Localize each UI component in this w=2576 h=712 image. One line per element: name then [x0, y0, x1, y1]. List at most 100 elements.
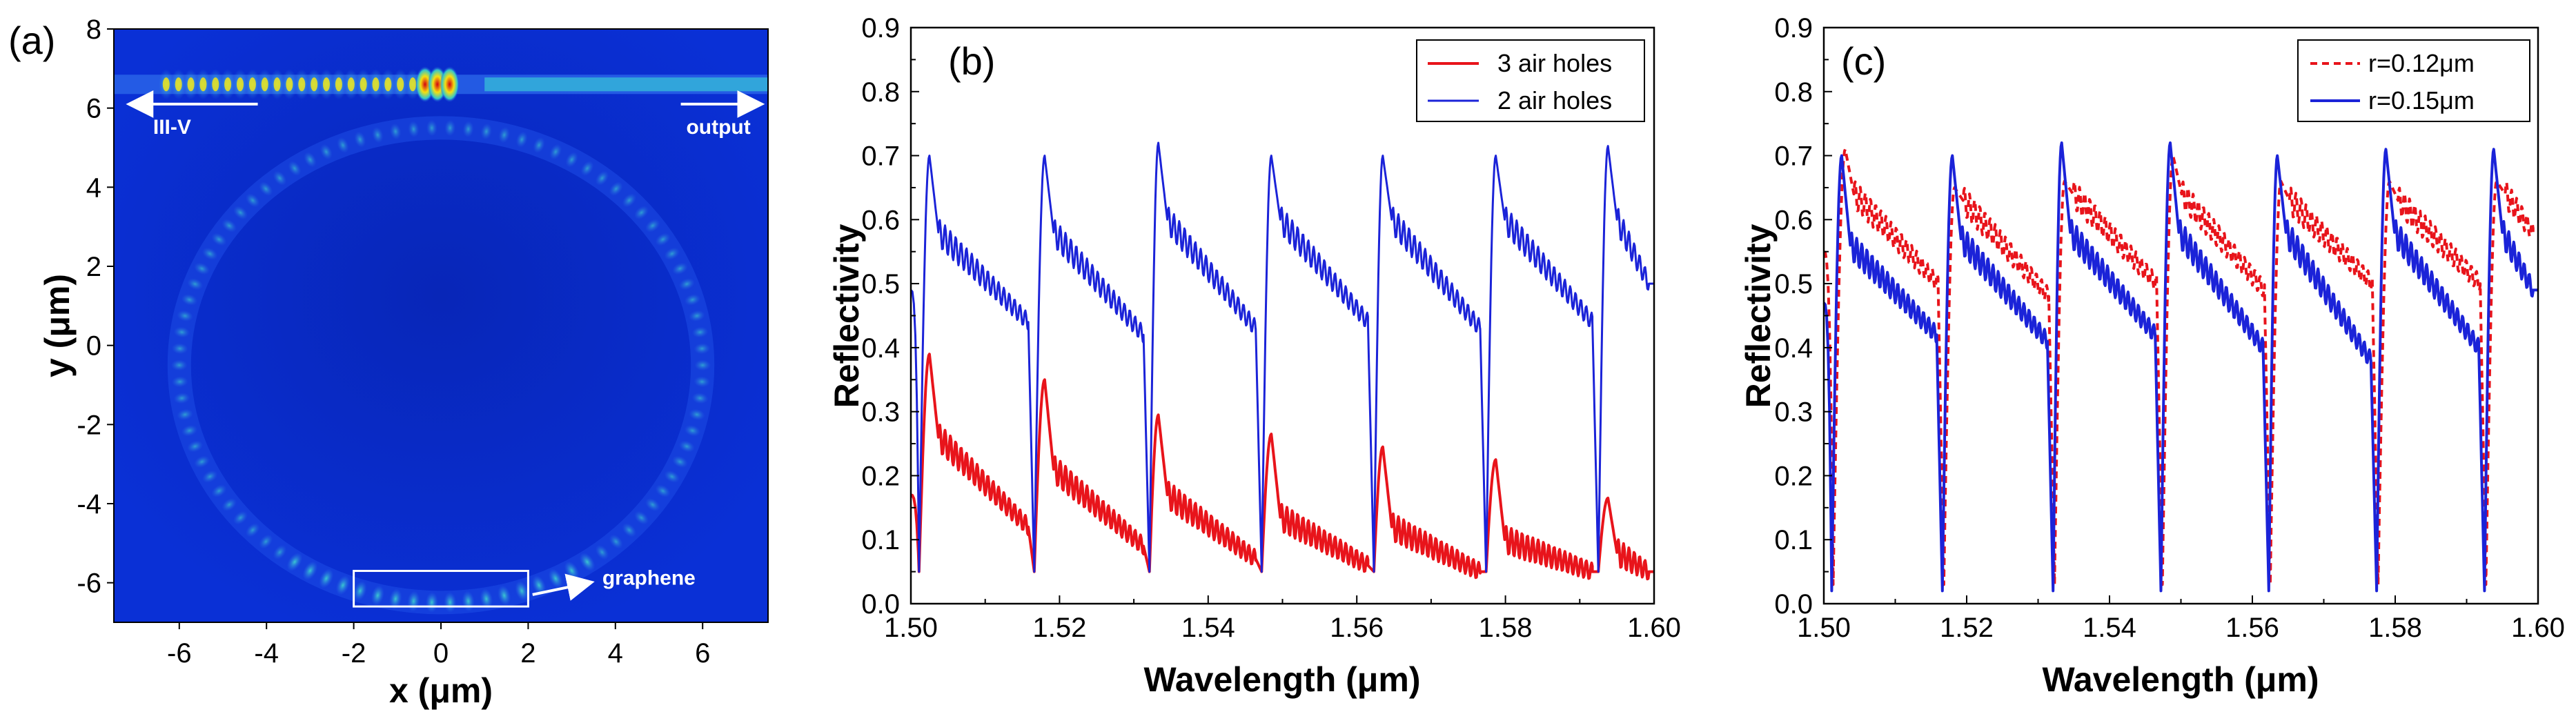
laser-lobe-core [409, 77, 417, 92]
laser-lobe-core [187, 77, 195, 92]
panel-c-xlabel: Wavelength (μm) [2043, 660, 2319, 699]
x-tick-label-c-3: 1.56 [2225, 613, 2279, 643]
ring-lobe [170, 359, 188, 371]
ring-lobe [304, 152, 317, 168]
ring-lobe [211, 484, 227, 497]
panel-b-xlabel: Wavelength (μm) [1144, 660, 1421, 699]
ring-lobe [259, 181, 273, 197]
x-tick-label-a-3: 0 [433, 638, 449, 669]
series-line-b-0 [910, 353, 1653, 581]
y-tick-label-b-6: 0.6 [861, 205, 900, 235]
legend-label-r012: r=0.12μm [2368, 49, 2475, 77]
ring-lobe [187, 278, 204, 290]
ring-lobe [273, 170, 287, 186]
y-tick-label-b-4: 0.4 [861, 333, 900, 364]
heat-layer [114, 66, 768, 615]
ring-lobe [233, 511, 248, 525]
ring-lobe [515, 580, 529, 602]
panel-b-label: (b) [948, 39, 995, 83]
laser-lobe [440, 66, 460, 103]
y-tick-label-b-8: 0.8 [861, 77, 900, 108]
x-tick-label-a-1: -4 [254, 638, 279, 669]
y-tick-label-c-3: 0.3 [1774, 397, 1813, 428]
ring-lobe [302, 561, 318, 580]
panel-a-label: (a) [8, 19, 55, 62]
ring-lobe [371, 585, 384, 606]
ring-lobe [671, 455, 688, 468]
x-tick-label-c-2: 1.54 [2083, 613, 2136, 643]
ring-lobe [498, 585, 511, 606]
annotation-graphene: graphene [602, 567, 696, 590]
laser-lobe-core [224, 77, 232, 92]
ring-lobe [319, 568, 334, 589]
x-tick-label-c-1: 1.52 [1940, 613, 1994, 643]
x-tick-label-a-2: -2 [342, 638, 366, 669]
ring-lobe [645, 219, 660, 233]
panel-a-axes: -6 -4 -2 0 2 4 6 8 6 4 2 0 -2 -4 -6 [77, 14, 765, 669]
x-tick-label-a-4: 2 [520, 638, 535, 669]
x-tick-label-a-5: 4 [608, 638, 623, 669]
laser-lobe-core [335, 77, 342, 92]
y-tick-label-c-6: 0.6 [1774, 205, 1813, 235]
x-tick-label-c-4: 1.58 [2368, 613, 2422, 643]
output-waveguide-glow [484, 77, 768, 92]
y-tick-label-c-2: 0.2 [1774, 461, 1813, 491]
laser-lobe-core [347, 77, 355, 92]
y-tick-label-a-3: 2 [86, 252, 101, 282]
y-tick-label-c-0: 0.0 [1774, 589, 1813, 620]
ring-lobe [353, 580, 367, 602]
legend-label-3-air-holes: 3 air holes [1497, 49, 1612, 77]
annotation-output: output [686, 116, 750, 139]
ring-lobe [691, 326, 709, 338]
ring-lobe [286, 553, 303, 571]
x-tick-label-b-2: 1.54 [1181, 613, 1235, 643]
ring-lobe [211, 233, 227, 246]
x-tick-label-a-6: 6 [695, 638, 710, 669]
ring-lobe [633, 206, 649, 220]
ring-lobe [222, 497, 237, 512]
ring-lobe [609, 534, 623, 549]
panel-c-label: (c) [1841, 39, 1886, 83]
x-tick-label-c-5: 1.60 [2511, 613, 2565, 643]
ring-lobe [233, 206, 248, 220]
ring-lobe [549, 144, 562, 160]
ring-lobe [319, 144, 333, 160]
ring-lobe [408, 121, 420, 138]
laser-lobe-core [372, 77, 380, 92]
x-tick-label-a-0: -6 [167, 638, 192, 669]
ring-lobe [173, 393, 190, 404]
ring-lobe [425, 592, 438, 613]
ring-lobe [177, 408, 193, 421]
ring-lobe [194, 455, 210, 468]
x-tick-label-b-0: 1.50 [884, 613, 938, 643]
ring-lobe [337, 137, 349, 153]
panel-c-legend: r=0.12μm r=0.15μm [2297, 39, 2530, 122]
ring-lobe [354, 131, 366, 148]
ring-lobe [222, 219, 237, 233]
y-tick-label-a-7: -6 [77, 568, 101, 599]
ring-lobe [655, 484, 671, 497]
panel-c-ylabel: Reflectivity [1739, 224, 1778, 408]
ring-lobe [694, 376, 711, 388]
ring-lobe [533, 137, 545, 153]
laser-lobe-core [397, 77, 404, 92]
ring-lobe [684, 424, 701, 437]
y-tick-label-a-0: 8 [86, 14, 101, 45]
panel-b-axes: 1.50 1.52 1.54 1.56 1.58 1.60 0.0 0.1 0.2 0.3 0.4 0… [861, 13, 1681, 643]
laser-lobe-core [199, 77, 207, 92]
ring-lobe [426, 119, 437, 137]
ring-lobe [678, 440, 695, 453]
legend-label-r015: r=0.15μm [2368, 86, 2475, 115]
y-tick-label-c-4: 0.4 [1774, 333, 1813, 364]
ring-lobe [245, 193, 260, 208]
ring-lobe [532, 575, 547, 595]
panel-a-ylabel: y (μm) [38, 274, 77, 377]
y-tick-label-b-5: 0.5 [861, 269, 900, 299]
laser-lobe-core [212, 77, 219, 92]
ring-lobe [288, 161, 302, 177]
ring-lobe [645, 497, 660, 512]
panel-a-xlabel: x (μm) [389, 671, 493, 710]
ring-lobe [684, 294, 701, 306]
